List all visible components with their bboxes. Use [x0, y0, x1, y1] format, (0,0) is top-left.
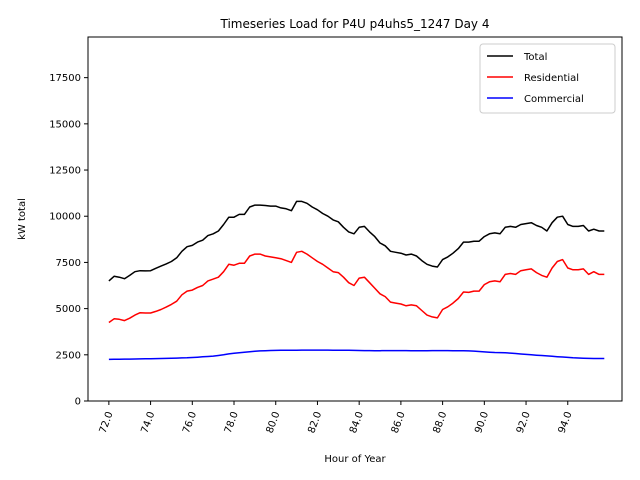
series-layer: [108, 200, 605, 361]
y-tick-label: 17500: [49, 73, 81, 84]
series-line-total: [108, 200, 605, 282]
y-axis-label: kW total: [17, 198, 28, 240]
chart-title: Timeseries Load for P4U p4uhs5_1247 Day …: [220, 17, 490, 31]
y-tick-label: 2500: [56, 350, 81, 361]
y-tick-label: 7500: [56, 258, 81, 269]
plot-area: [87, 36, 623, 402]
series-line-residential: [108, 250, 605, 324]
y-tick-label: 0: [75, 397, 81, 408]
legend-label-commercial: Commercial: [524, 94, 584, 105]
y-axis: 0 2500 5000 7500 10000 12500 15000 17500: [49, 73, 88, 408]
y-tick-label: 12500: [49, 166, 81, 177]
y-tick-label: 5000: [56, 304, 81, 315]
plot-frame: [87, 36, 623, 402]
legend-label-total: Total: [523, 52, 547, 63]
x-axis-label: Hour of Year: [324, 454, 386, 465]
series-line-commercial: [108, 349, 605, 361]
y-tick-label: 10000: [49, 212, 81, 223]
legend-box: [479, 43, 616, 114]
y-tick-label: 15000: [49, 119, 81, 130]
legend-label-residential: Residential: [524, 73, 579, 84]
legend: Total Residential Commercial: [479, 43, 616, 114]
